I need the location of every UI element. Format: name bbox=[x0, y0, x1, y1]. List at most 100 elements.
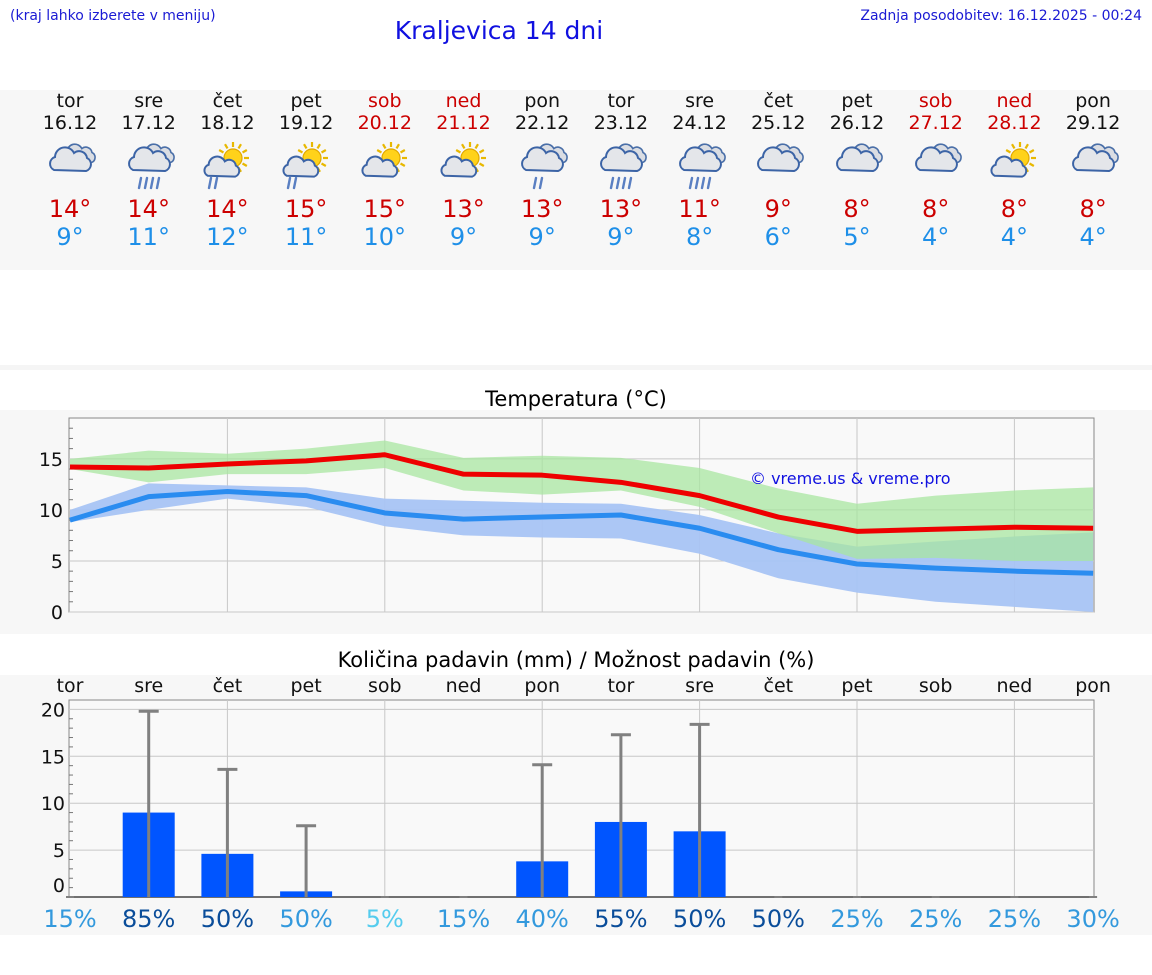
min-temp: 4° bbox=[922, 223, 950, 251]
cloud-shape bbox=[757, 146, 801, 173]
y-tick-label: 5 bbox=[53, 840, 65, 862]
day-date: 17.12 bbox=[121, 112, 176, 134]
x-tick-label: pon bbox=[1075, 675, 1111, 697]
day-name: sre bbox=[685, 90, 715, 112]
day-name: tor bbox=[607, 90, 635, 112]
min-temp: 12° bbox=[206, 223, 249, 251]
page-title: Kraljevica 14 dni bbox=[394, 16, 604, 45]
sun-ray bbox=[1029, 162, 1035, 167]
min-temp: 5° bbox=[843, 223, 871, 251]
precip-probability: 30% bbox=[1066, 905, 1119, 933]
day-column: pet 26.12 8° 5° bbox=[818, 90, 896, 251]
min-temp: 4° bbox=[1079, 223, 1107, 251]
sun-ray bbox=[242, 149, 248, 154]
day-column: pon 22.12 13° 9° bbox=[503, 90, 581, 251]
raindrop bbox=[706, 176, 711, 190]
raindrop bbox=[609, 176, 615, 190]
raindrop bbox=[137, 176, 142, 190]
x-tick-label: pet bbox=[841, 675, 872, 697]
day-column: tor 16.12 14° 9° bbox=[31, 90, 109, 251]
sun-ray bbox=[303, 143, 308, 150]
day-name: ned bbox=[996, 90, 1033, 112]
max-temp: 8° bbox=[1079, 195, 1107, 223]
temperature-chart-title: Temperatura (°C) bbox=[485, 387, 667, 411]
raindrop bbox=[688, 176, 693, 190]
cloud-shape bbox=[49, 146, 92, 173]
x-tick-label: ned bbox=[997, 675, 1033, 697]
cloud-shape bbox=[203, 155, 241, 178]
sun-ray bbox=[399, 149, 406, 154]
min-temp: 9° bbox=[528, 223, 556, 251]
cloudy-icon bbox=[757, 143, 805, 173]
precip-probability: 25% bbox=[909, 905, 962, 933]
day-name: tor bbox=[56, 90, 84, 112]
min-range-band bbox=[70, 483, 1094, 612]
cloud-shape bbox=[127, 146, 171, 173]
location-hint: (kraj lahko izberete v meniju) bbox=[10, 8, 216, 24]
cloud-heavy-rain-icon bbox=[678, 143, 726, 190]
precipitation-chart: tor 15% sre 85% čet 50% pet 50% sob 5% ned 15% pon 40… bbox=[41, 675, 1120, 933]
raindrop bbox=[627, 176, 633, 190]
day-column: sob 20.12 15° 10° bbox=[346, 90, 424, 251]
day-name: ned bbox=[445, 90, 482, 112]
day-date: 25.12 bbox=[751, 112, 806, 134]
day-column: pet 19.12 15° 11° bbox=[267, 90, 345, 251]
y-tick-label: 15 bbox=[41, 746, 65, 768]
raindrop bbox=[694, 176, 699, 190]
sun-ray bbox=[455, 149, 461, 154]
sun-ray bbox=[224, 143, 229, 150]
cloud-heavy-rain-icon bbox=[599, 143, 647, 190]
cloud-shape bbox=[1072, 146, 1116, 173]
cloud-shape bbox=[361, 155, 398, 178]
day-date: 27.12 bbox=[908, 112, 963, 134]
day-column: čet 25.12 9° 6° bbox=[739, 90, 817, 251]
raindrop bbox=[208, 176, 213, 190]
partly-sunny-icon bbox=[990, 142, 1037, 178]
x-tick-label: pet bbox=[290, 675, 321, 697]
max-temp: 9° bbox=[764, 195, 792, 223]
x-tick-label: pon bbox=[524, 675, 560, 697]
sun-ray bbox=[381, 143, 387, 150]
sun-ray bbox=[1029, 149, 1035, 154]
max-temp: 14° bbox=[48, 195, 92, 223]
min-temp-line bbox=[69, 489, 1094, 576]
sun-ray bbox=[1011, 143, 1016, 150]
sun-ray bbox=[321, 162, 327, 167]
raindrop bbox=[700, 176, 705, 190]
day-name: pet bbox=[290, 90, 322, 112]
sun-cloud-rain-icon bbox=[282, 142, 329, 190]
day-date: 24.12 bbox=[672, 112, 727, 134]
precipitation-chart-title: Količina padavin (mm) / Možnost padavin … bbox=[337, 648, 815, 672]
y-tick-label: 15 bbox=[39, 449, 63, 471]
min-temp: 9° bbox=[56, 223, 84, 251]
day-column: ned 28.12 8° 4° bbox=[975, 90, 1053, 251]
max-temp: 13° bbox=[442, 195, 485, 223]
x-tick-label: ned bbox=[446, 675, 482, 697]
day-date: 19.12 bbox=[278, 112, 334, 134]
day-date: 29.12 bbox=[1065, 112, 1121, 134]
day-date: 16.12 bbox=[42, 112, 98, 134]
precip-probability: 50% bbox=[279, 905, 332, 933]
y-tick-label: 10 bbox=[39, 500, 63, 522]
watermark: © vreme.us & vreme.pro bbox=[750, 469, 951, 488]
min-temp: 9° bbox=[607, 223, 635, 251]
day-name: pon bbox=[1075, 90, 1111, 112]
y-tick-label: 0 bbox=[53, 875, 65, 897]
precip-probability: 50% bbox=[201, 905, 254, 933]
precip-probability: 85% bbox=[122, 905, 175, 933]
min-temp: 11° bbox=[284, 223, 328, 251]
precip-probability: 50% bbox=[673, 905, 726, 933]
raindrop bbox=[538, 176, 544, 190]
day-date: 21.12 bbox=[436, 112, 491, 134]
x-tick-label: čet bbox=[764, 675, 794, 697]
max-temp-line bbox=[69, 452, 1094, 534]
day-name: pet bbox=[841, 90, 873, 112]
max-temp: 13° bbox=[599, 195, 643, 223]
partly-sunny-icon bbox=[439, 142, 486, 178]
raindrop bbox=[214, 176, 219, 190]
day-date: 18.12 bbox=[200, 112, 255, 134]
sun-ray bbox=[316, 143, 322, 150]
sun-ray bbox=[460, 143, 465, 150]
precip-probability: 5% bbox=[366, 905, 404, 933]
sun-ray bbox=[376, 149, 382, 154]
